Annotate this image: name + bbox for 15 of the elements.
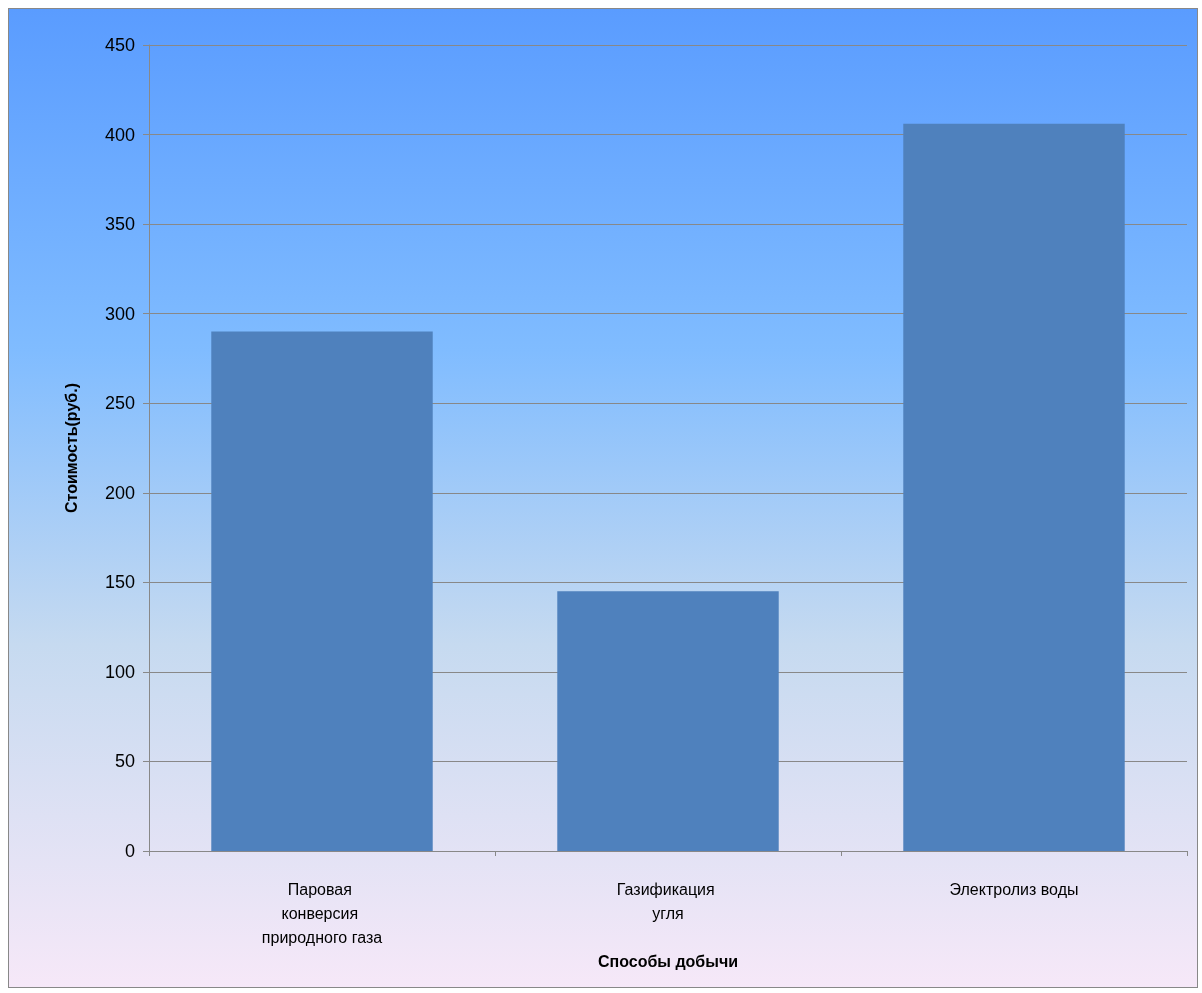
y-tick-label: 300: [104, 303, 135, 324]
y-tick-label: 450: [104, 35, 135, 55]
x-tick-label: Электролиз воды: [949, 880, 1079, 898]
y-tick-label: 50: [114, 751, 135, 772]
y-tick-label: 100: [104, 661, 135, 682]
x-tick-label: Газификация угля: [616, 880, 720, 922]
x-tick-label: Паровая конверсия природного газа: [261, 880, 383, 946]
y-tick-label: 350: [104, 214, 135, 235]
x-axis-title: Способы добычи: [597, 953, 739, 971]
y-axis-title: Стоимость(руб.): [62, 383, 80, 513]
y-tick-label: 400: [104, 124, 135, 145]
y-tick-label: 250: [104, 393, 135, 414]
y-tick-label: 200: [104, 482, 135, 503]
y-tick-label: 150: [104, 572, 135, 593]
y-tick-label: 0: [124, 841, 135, 861]
